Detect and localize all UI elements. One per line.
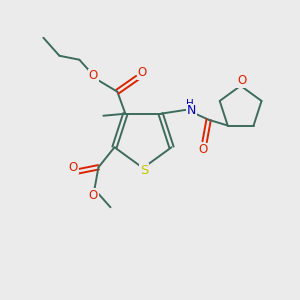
Text: O: O — [138, 66, 147, 79]
Text: O: O — [198, 143, 207, 156]
Text: H: H — [186, 99, 194, 109]
Text: S: S — [140, 164, 148, 176]
Text: O: O — [89, 69, 98, 82]
Text: O: O — [69, 161, 78, 174]
Text: N: N — [187, 104, 196, 117]
Text: O: O — [237, 74, 246, 87]
Text: O: O — [89, 189, 98, 202]
